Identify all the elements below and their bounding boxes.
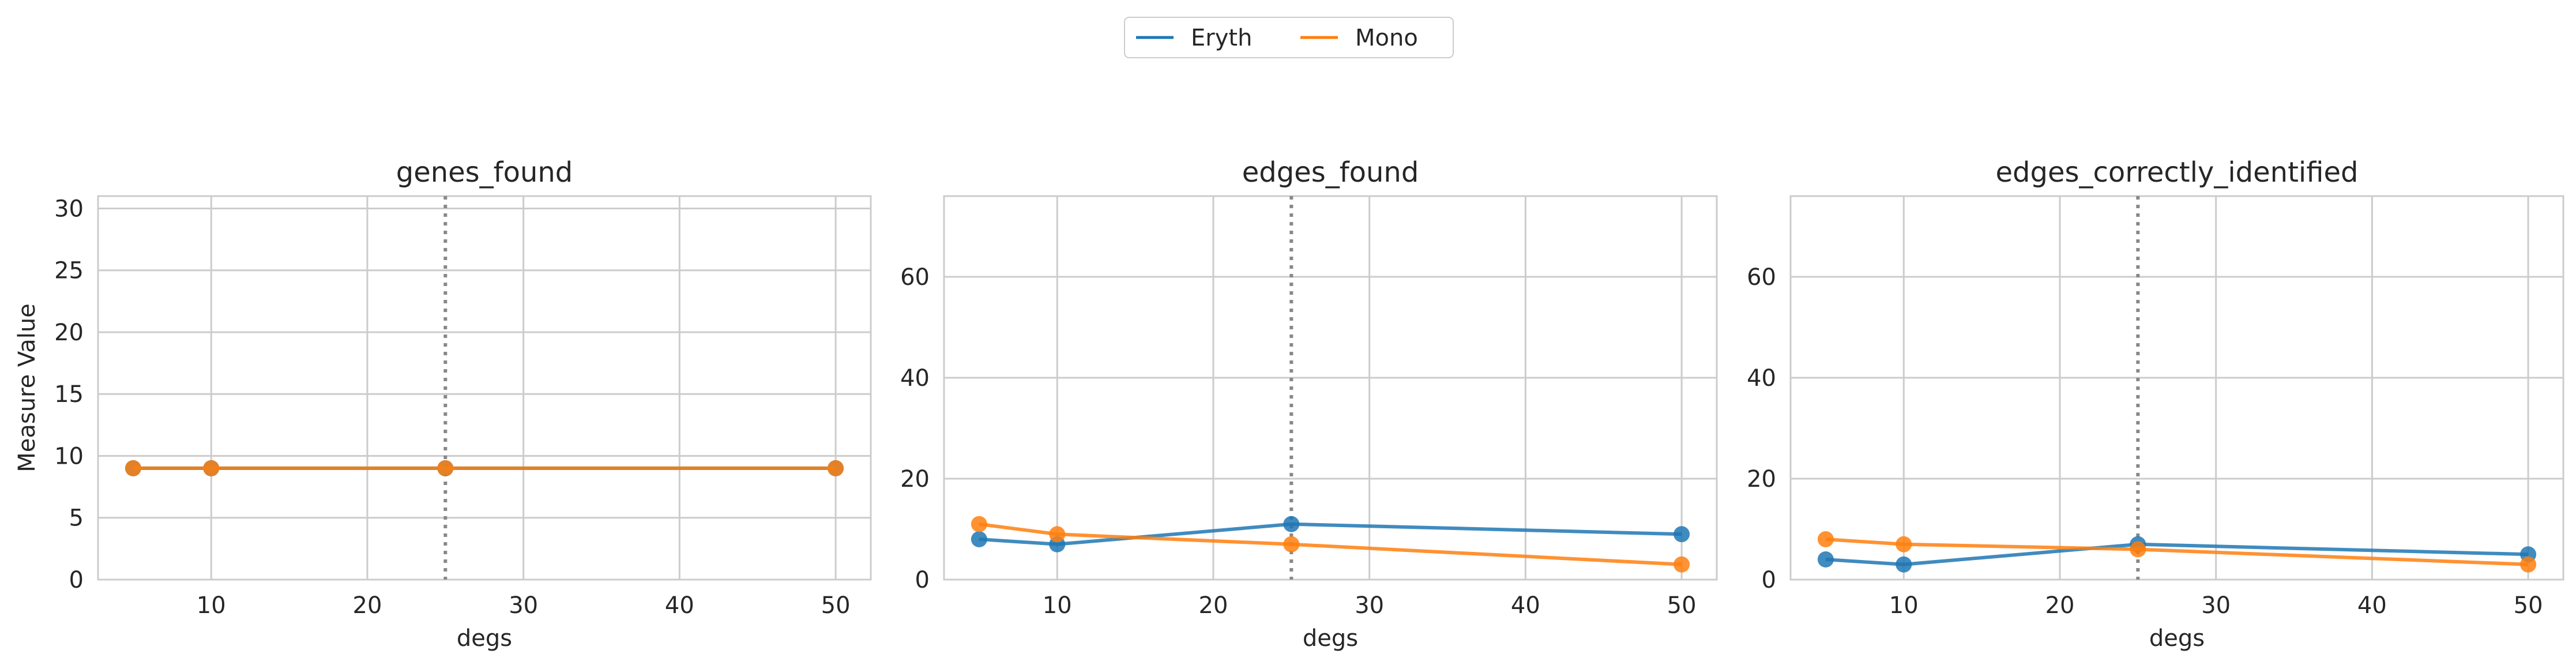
data-point — [125, 460, 141, 476]
chart-panel: 10 20 30 40 50 0 20 40 60 edges_correctly_identif… — [1747, 156, 2564, 652]
x-tick-label: 40 — [1511, 592, 1540, 619]
x-tick-label: 30 — [1355, 592, 1384, 619]
x-tick-label: 50 — [1667, 592, 1697, 619]
plot-frame — [1789, 195, 2564, 581]
x-axis-label: degs — [2149, 625, 2205, 652]
legend: Eryth Mono — [1124, 17, 1454, 58]
plot-frame — [943, 195, 1718, 581]
chart-title: edges_found — [1242, 156, 1419, 189]
data-point — [2130, 541, 2146, 558]
x-tick-label: 20 — [353, 592, 382, 619]
y-tick-label: 25 — [54, 258, 84, 284]
y-tick-label: 60 — [1747, 264, 1776, 291]
x-tick-label: 20 — [1199, 592, 1228, 619]
series-line — [1825, 538, 2529, 566]
y-axis-label: Measure Value — [14, 303, 40, 472]
y-tick-label: 15 — [54, 381, 84, 408]
series-line — [979, 522, 1682, 546]
series-eryth — [971, 516, 1690, 553]
y-tick-label: 30 — [54, 196, 84, 222]
x-tick-label: 10 — [1043, 592, 1072, 619]
data-point — [1674, 556, 1690, 573]
plot-area — [98, 196, 871, 580]
x-tick-label: 30 — [2201, 592, 2231, 619]
chart-title: genes_found — [396, 156, 573, 189]
y-tick-label: 20 — [1747, 466, 1776, 493]
x-tick-label: 10 — [1889, 592, 1919, 619]
x-tick-label: 30 — [509, 592, 538, 619]
legend-frame — [1124, 17, 1454, 58]
data-point — [1896, 556, 1912, 573]
y-tick-label: 40 — [1747, 365, 1776, 392]
data-point — [1817, 551, 1834, 567]
y-tick-label: 40 — [900, 365, 930, 392]
y-tick-label: 10 — [54, 443, 84, 469]
data-point — [1283, 536, 1300, 553]
x-tick-label: 20 — [2045, 592, 2075, 619]
y-tick-label: 5 — [69, 505, 84, 532]
y-tick-label: 20 — [54, 320, 84, 346]
data-point — [1283, 516, 1300, 532]
x-tick-label: 10 — [197, 592, 226, 619]
y-tick-label: 20 — [900, 466, 930, 493]
chart-title: edges_correctly_identified — [1996, 156, 2359, 189]
data-point — [1674, 526, 1690, 543]
series-mono — [125, 460, 844, 476]
series-mono — [1817, 531, 2537, 573]
y-tick-label: 0 — [69, 567, 84, 593]
data-point — [828, 460, 844, 476]
x-tick-label: 50 — [2514, 592, 2543, 619]
x-tick-label: 40 — [665, 592, 694, 619]
plot-area — [1791, 196, 2563, 580]
data-point — [203, 460, 220, 476]
legend-label: Eryth — [1191, 25, 1252, 51]
data-point — [971, 531, 987, 547]
x-tick-label: 40 — [2357, 592, 2387, 619]
x-axis-label: degs — [1303, 625, 1358, 652]
legend-label: Mono — [1355, 25, 1418, 51]
plot-frame — [97, 195, 872, 581]
y-tick-label: 60 — [900, 264, 930, 291]
x-axis-label: degs — [457, 625, 512, 652]
data-point — [1817, 531, 1834, 547]
data-point — [1049, 526, 1066, 543]
data-point — [437, 460, 454, 476]
series-line — [979, 522, 1682, 566]
series-mono — [971, 516, 1690, 573]
plot-area — [944, 196, 1717, 580]
data-point — [2520, 556, 2537, 573]
x-tick-label: 50 — [821, 592, 851, 619]
y-tick-label: 0 — [915, 567, 930, 593]
y-tick-label: 0 — [1762, 567, 1776, 593]
series-line — [1825, 542, 2529, 566]
data-point — [971, 516, 987, 532]
data-point — [1896, 536, 1912, 553]
